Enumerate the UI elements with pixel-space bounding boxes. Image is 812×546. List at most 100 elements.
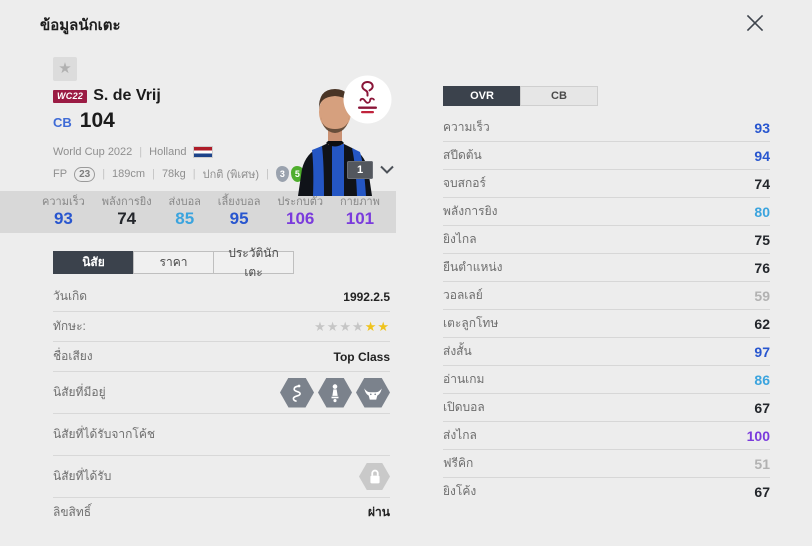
attribute-value: 100 (746, 427, 770, 444)
attribute-value: 94 (754, 147, 770, 164)
attribute-row: ฟรีคิก 51 (443, 450, 770, 478)
card-count-selector: 1 (347, 161, 395, 179)
summary-stat-label: ส่งบอล (168, 196, 201, 208)
detail-row: นิสัยที่ได้รับ (53, 456, 390, 498)
detail-label: วันเกิด (53, 289, 88, 303)
summary-stat-value: 93 (53, 209, 73, 228)
detail-value: 1992.2.5 (343, 289, 390, 304)
attribute-row: เปิดบอล 67 (443, 394, 770, 422)
detail-row: ทักษะ: ★★★★★★ (53, 312, 390, 342)
divider: | (152, 168, 155, 180)
detail-row: นิสัยที่มีอยู่ (53, 372, 390, 414)
page-title: ข้อมูลนักเตะ (40, 17, 121, 34)
tab-ประวัตินักเตะ[interactable]: ประวัตินักเตะ (213, 246, 294, 279)
attribute-value: 67 (754, 483, 770, 500)
card-count-dropdown[interactable] (379, 164, 395, 176)
attribute-label: ยิงไกล (443, 232, 477, 246)
star-icon: ★★★★ (314, 318, 365, 334)
tab-นิสัย[interactable]: นิสัย (53, 251, 134, 274)
tab-cb[interactable]: CB (520, 86, 598, 106)
lock-icon (359, 463, 390, 490)
snake-icon (280, 377, 314, 408)
summary-stat: พลังการยิง 74 (102, 196, 152, 228)
summary-stat: กายภาพ 101 (340, 196, 380, 228)
world-cup-2022-badge-icon (343, 75, 392, 124)
attribute-value: 80 (754, 203, 770, 220)
attribute-label: ส่งไกล (443, 428, 477, 442)
tab-ราคา[interactable]: ราคา (133, 251, 214, 274)
detail-row: ลิขสิทธิ์ ผ่าน (53, 498, 390, 527)
detail-label: ทักษะ: (53, 319, 86, 333)
attributes-panel: OVR CB ความเร็ว 93 สปีดต้น 94 จบสกอร์ 74 พลังกา… (443, 86, 770, 505)
nation-label: Holland (149, 146, 187, 158)
attribute-row: พลังการยิง 80 (443, 198, 770, 226)
attribute-label: จบสกอร์ (443, 176, 486, 190)
fp-label: FP (53, 168, 68, 180)
holland-flag-icon (193, 146, 214, 158)
season-badge: WC22 (53, 89, 88, 103)
summary-stat-label: ประกบตัว (277, 196, 324, 208)
detail-label: นิสัยที่มีอยู่ (53, 385, 106, 399)
attribute-value: 51 (754, 455, 770, 472)
attribute-tabs: OVR CB (443, 86, 770, 106)
attribute-value: 76 (754, 259, 770, 276)
summary-stat: ความเร็ว 93 (42, 196, 85, 228)
attribute-label: พลังการยิง (443, 204, 498, 218)
skill-stars: ★★★★★★ (314, 319, 390, 335)
detail-label: ลิขสิทธิ์ (53, 505, 92, 519)
summary-stat: เลี้ยงบอล 95 (218, 196, 261, 228)
attribute-row: ความเร็ว 93 (443, 114, 770, 142)
fp-value-badge: 23 (74, 166, 96, 182)
detail-label: นิสัยที่ได้รับจากโค้ช (53, 427, 156, 441)
tab-ovr[interactable]: OVR (443, 86, 521, 106)
attribute-value: 93 (754, 119, 770, 136)
chess-piece-icon (318, 377, 352, 408)
summary-stat-value: 85 (175, 209, 195, 228)
summary-stat-value: 106 (286, 209, 315, 228)
attribute-value: 75 (754, 231, 770, 248)
attribute-label: วอลเลย์ (443, 288, 483, 302)
card-count-badge: 1 (347, 161, 373, 179)
summary-stat-label: พลังการยิง (101, 196, 152, 208)
star-icon: ★★ (364, 318, 390, 334)
attribute-value: 74 (754, 175, 770, 192)
detail-table: วันเกิด 1992.2.5 ทักษะ: ★★★★★★ ชื่อเสียง Top … (53, 282, 390, 527)
summary-stat-label: เลี้ยงบอล (217, 196, 261, 208)
attribute-row: ส่งไกล 100 (443, 422, 770, 450)
attribute-value: 86 (754, 371, 770, 388)
buffalo-icon (356, 377, 390, 408)
summary-stat-value: 95 (229, 209, 249, 228)
attribute-label: เปิดบอล (443, 400, 485, 414)
attribute-list: ความเร็ว 93 สปีดต้น 94 จบสกอร์ 74 พลังการยิง 80… (443, 114, 770, 505)
detail-row: นิสัยที่ได้รับจากโค้ช (53, 414, 390, 456)
attribute-label: เตะลูกโทษ (443, 316, 499, 330)
detail-label: นิสัยที่ได้รับ (53, 469, 112, 483)
player-position: CB (53, 115, 72, 130)
detail-row: วันเกิด 1992.2.5 (53, 282, 390, 312)
attribute-value: 62 (754, 315, 770, 332)
player-identity: WC22 S. de Vrij CB 104 World Cup 2022 | … (53, 87, 304, 183)
divider: | (266, 168, 269, 180)
summary-stat-value: 101 (345, 209, 375, 228)
player-name: S. de Vrij (93, 87, 161, 104)
attribute-row: จบสกอร์ 74 (443, 170, 770, 198)
attribute-row: ยิงไกล 75 (443, 226, 770, 254)
attribute-value: 97 (754, 343, 770, 360)
summary-stat-value: 74 (117, 209, 137, 228)
summary-stat-label: ความเร็ว (42, 196, 85, 208)
star-icon: ★ (58, 60, 72, 77)
weight-label: 78kg (161, 168, 186, 180)
summary-stat: ส่งบอล 85 (169, 196, 201, 228)
close-icon (742, 14, 768, 39)
summary-stat-label: กายภาพ (339, 196, 380, 208)
attribute-label: ความเร็ว (443, 120, 490, 134)
favorite-star-button[interactable]: ★ (53, 57, 77, 81)
attribute-row: วอลเลย์ 59 (443, 282, 770, 310)
league-label: World Cup 2022 (53, 146, 133, 158)
detail-value: ผ่าน (368, 505, 390, 519)
trait-icons (280, 377, 390, 408)
attribute-row: อ่านเกม 86 (443, 366, 770, 394)
close-button[interactable] (738, 6, 772, 40)
attribute-label: ฟรีคิก (443, 456, 474, 470)
